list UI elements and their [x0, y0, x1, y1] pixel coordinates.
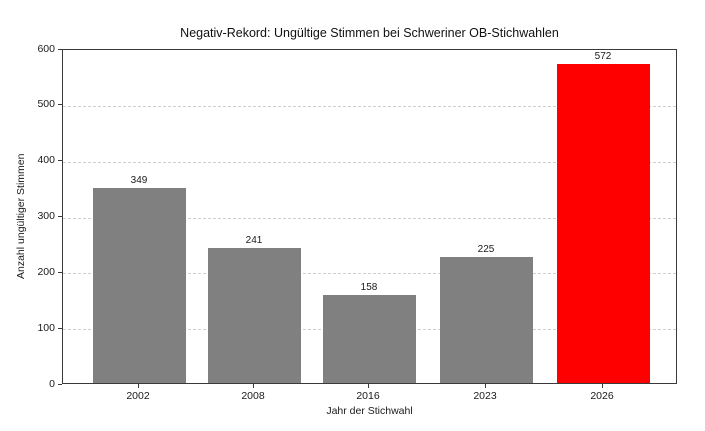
- x-tick-label-2023: 2023: [473, 390, 497, 402]
- bar-value-label-2023: 225: [477, 244, 495, 256]
- chart-title: Negativ-Rekord: Ungültige Stimmen bei Sc…: [180, 26, 559, 40]
- y-tick-mark-400: [58, 160, 62, 162]
- y-tick-mark-200: [58, 271, 62, 273]
- x-axis-label: Jahr der Stichwahl: [326, 405, 413, 417]
- bar-value-label-2016: 158: [360, 281, 378, 293]
- bar-value-label-2002: 349: [130, 175, 148, 187]
- y-tick-label-400: 400: [37, 154, 55, 167]
- y-tick-mark-300: [58, 216, 62, 217]
- bar-2023: [439, 257, 533, 383]
- y-tick-mark-0: [58, 383, 62, 385]
- x-tick-mark-2002: [138, 384, 139, 388]
- y-tick-mark-600: [58, 48, 62, 50]
- bar-value-label-2026: 572: [594, 50, 612, 62]
- x-tick-mark-2026: [602, 384, 603, 388]
- gridline-500: [63, 105, 676, 107]
- gridline-200: [63, 273, 676, 275]
- x-tick-mark-2016: [368, 384, 369, 388]
- y-tick-mark-100: [58, 327, 62, 329]
- bar-2008: [207, 248, 301, 383]
- bar-2002: [92, 188, 186, 383]
- x-tick-label-2008: 2008: [241, 390, 265, 402]
- bar-2016: [322, 294, 416, 383]
- gridline-300: [63, 217, 676, 219]
- y-tick-label-0: 0: [49, 377, 55, 390]
- bar-2026: [556, 63, 650, 383]
- plot-area: 349 241 158 225 572: [62, 49, 677, 384]
- x-tick-label-2026: 2026: [590, 390, 614, 402]
- y-tick-mark-500: [58, 104, 62, 106]
- x-tick-mark-2023: [485, 384, 486, 388]
- bar-value-label-2008: 241: [245, 235, 263, 247]
- x-tick-label-2002: 2002: [126, 390, 150, 402]
- x-tick-mark-2008: [253, 384, 254, 388]
- y-tick-label-600: 600: [37, 42, 55, 55]
- y-tick-label-300: 300: [37, 210, 55, 222]
- y-tick-label-200: 200: [37, 265, 55, 278]
- gridline-400: [63, 161, 676, 163]
- y-tick-label-500: 500: [37, 98, 55, 111]
- y-tick-label-100: 100: [37, 321, 55, 334]
- x-tick-label-2016: 2016: [356, 390, 380, 402]
